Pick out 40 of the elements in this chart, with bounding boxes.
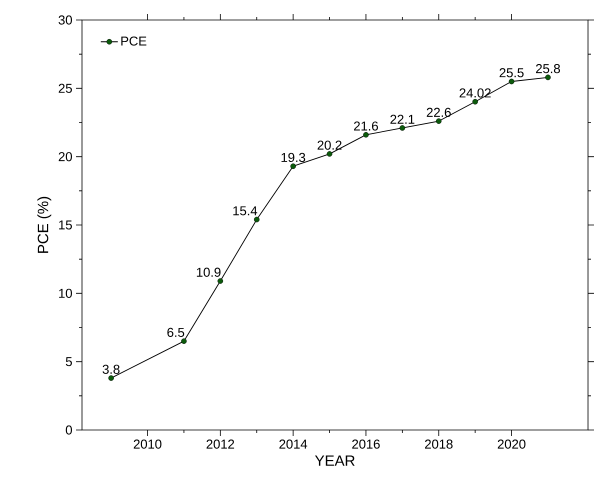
point: [545, 74, 551, 80]
y-tick-label: 10: [59, 288, 72, 298]
legend-label: PCE: [121, 36, 146, 46]
point: [181, 338, 187, 344]
point: [472, 98, 478, 105]
y-tick-label: 5: [66, 357, 72, 366]
point: [363, 132, 369, 138]
data-label: 25.8: [536, 64, 560, 74]
data-label: 22.6: [426, 108, 451, 117]
y-tick-label: 25: [58, 84, 72, 93]
y-tick-label: 20: [58, 152, 72, 162]
x-axis-title: YEAR: [314, 456, 355, 466]
y-tick-label: 30: [58, 15, 72, 25]
point: [254, 216, 260, 222]
x-tick-label: 2016: [352, 440, 380, 449]
point: [290, 163, 296, 170]
point: [436, 118, 442, 124]
point: [108, 375, 114, 381]
data-label: 10.9: [196, 268, 221, 277]
data-label: 15.4: [233, 206, 258, 216]
x-tick-label: 2020: [498, 440, 526, 449]
point: [218, 278, 224, 284]
x-tick-label: 2014: [279, 440, 308, 449]
data-label: 24.02: [460, 88, 491, 98]
point: [326, 151, 332, 157]
x-tick-label: 2012: [206, 440, 234, 449]
point: [508, 78, 514, 84]
point: [400, 125, 406, 131]
data-label: 21.6: [354, 121, 378, 131]
data-label: 3.8: [102, 364, 120, 374]
x-tick-label: 2010: [134, 440, 162, 449]
y-axis-title: PCE (%): [37, 196, 52, 253]
data-label: 19.3: [282, 152, 306, 162]
y-tick-label: 15: [59, 220, 72, 230]
data-label: 25.5: [500, 68, 524, 78]
data-label: 22.1: [390, 114, 414, 124]
x-tick-label: 2018: [425, 440, 453, 449]
data-label: 20.2: [318, 140, 342, 150]
y-tick-label: 0: [66, 425, 72, 435]
data-label: 6.5: [167, 328, 184, 337]
